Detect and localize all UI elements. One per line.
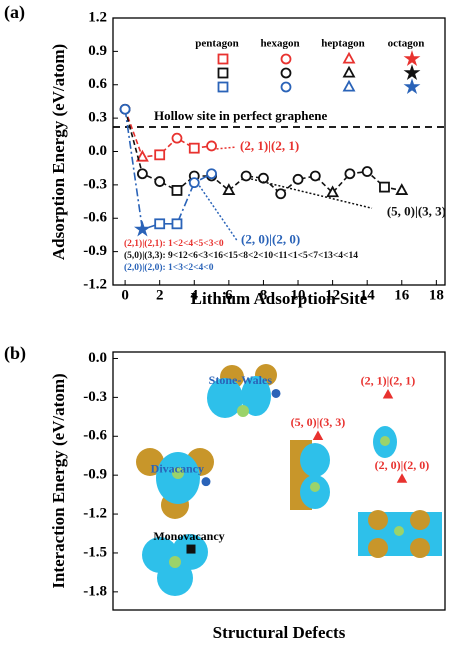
y-tick-label: -0.3	[83, 176, 107, 192]
legend-marker	[344, 82, 354, 91]
label-leader	[251, 179, 372, 208]
y-tick-label: -1.2	[83, 276, 107, 292]
site-order: (2,0)|(2,0): 1<3<2<4<0	[124, 262, 214, 273]
data-point	[121, 105, 130, 114]
x-tick-label: 6	[225, 287, 233, 303]
legend-marker	[282, 83, 291, 92]
data-point	[190, 178, 199, 187]
point-label: (2, 1)|(2, 1)	[361, 374, 416, 388]
y-tick-label: 1.2	[88, 9, 107, 25]
legend-marker	[344, 68, 354, 77]
data-point	[207, 169, 216, 178]
data-point	[172, 134, 181, 143]
x-tick-label: 12	[325, 287, 340, 303]
data-point	[345, 169, 354, 178]
data-point	[187, 545, 195, 553]
data-point	[138, 169, 147, 178]
point-label: Stone-Wales	[209, 373, 273, 387]
y-tick-label: -1.2	[83, 505, 107, 521]
data-point	[155, 150, 164, 159]
y-tick-label: 0.0	[88, 143, 107, 159]
y-axis-label: Interaction Energy (eV/atom)	[49, 373, 68, 588]
x-tick-label: 0	[121, 287, 129, 303]
y-tick-label: -0.3	[83, 389, 107, 405]
y-tick-label: -1.8	[83, 583, 107, 599]
zigzag-structure	[290, 440, 330, 510]
legend-marker	[282, 69, 291, 78]
data-point	[363, 167, 372, 176]
series-label: (2, 1)|(2, 1)	[240, 138, 299, 153]
y-tick-label: -0.9	[83, 243, 107, 259]
y-tick-label: 0.3	[88, 110, 107, 126]
x-tick-label: 2	[156, 287, 164, 303]
figure: (a) (b) Lithium Adsorption Site Adsorpti…	[0, 0, 454, 648]
point-label: Divacancy	[151, 461, 204, 475]
x-tick-label: 8	[260, 287, 268, 303]
reference-label: Hollow site in perfect graphene	[154, 108, 328, 123]
x-tick-label: 14	[360, 287, 376, 303]
y-tick-label: -0.6	[83, 210, 107, 226]
x-tick-label: 18	[429, 287, 444, 303]
legend-label: pentagon	[195, 38, 238, 50]
y-tick-label: 0.9	[88, 43, 107, 59]
data-point	[190, 144, 199, 153]
label-leader	[217, 147, 236, 149]
data-point	[172, 219, 181, 228]
stone-wales-structure	[207, 364, 277, 418]
x-tick-label: 4	[191, 287, 199, 303]
x-tick-label: 16	[394, 287, 410, 303]
site-order: (5,0)|(3,3): 9<12<6<3<16<15<8<2<10<11<1<…	[124, 250, 358, 261]
armchair-structure	[358, 510, 442, 558]
point-label: Monovacancy	[153, 529, 224, 543]
data-point	[155, 219, 164, 228]
legend-marker	[219, 69, 228, 78]
point-label: (5, 0)|(3, 3)	[291, 415, 346, 429]
series-label: (2, 0)|(2, 0)	[241, 231, 300, 246]
monovacancy-structure	[142, 534, 208, 596]
legend-marker	[344, 54, 354, 63]
legend-label: octagon	[388, 38, 425, 50]
data-point	[397, 185, 407, 194]
legend-marker	[406, 67, 417, 78]
data-point	[242, 171, 251, 180]
data-point	[207, 141, 216, 150]
y-tick-label: -0.6	[83, 428, 107, 444]
legend-marker	[282, 55, 291, 64]
series-label: (5, 0)|(3, 3)	[387, 204, 446, 219]
panel-label: (a)	[4, 2, 25, 23]
legend-marker	[219, 83, 228, 92]
x-axis-label: Lithium Adsorption Site	[191, 289, 368, 308]
site-order: (2,1)|(2,1): 1<2<4<5<3<0	[124, 238, 224, 249]
point-label: (2, 0)|(2, 0)	[375, 458, 430, 472]
legend-label: hexagon	[260, 38, 299, 50]
data-point	[314, 431, 323, 439]
data-point	[311, 171, 320, 180]
data-point	[398, 474, 407, 482]
structure-illustrations	[136, 364, 442, 596]
x-axis-label: Structural Defects	[213, 623, 346, 642]
data-point	[137, 224, 148, 235]
y-axis-label: Adsorption Energy (eV/atom)	[49, 44, 68, 260]
data-point	[202, 478, 210, 486]
data-point	[384, 390, 393, 398]
data-point	[380, 183, 389, 192]
data-point	[276, 189, 285, 198]
legend-marker	[219, 55, 228, 64]
data-point	[294, 175, 303, 184]
y-tick-label: 0.6	[88, 76, 107, 92]
legend-marker	[406, 81, 417, 92]
data-point	[272, 389, 280, 397]
data-point	[224, 185, 234, 194]
legend-label: heptagon	[321, 38, 364, 50]
data-point	[172, 186, 181, 195]
panel-label: (b)	[4, 343, 26, 364]
y-tick-label: -1.5	[83, 544, 107, 560]
y-tick-label: -0.9	[83, 467, 107, 483]
chiral-structure	[373, 426, 397, 458]
legend-marker	[406, 53, 417, 64]
data-point	[155, 177, 164, 186]
x-tick-label: 10	[291, 287, 306, 303]
y-tick-label: 0.0	[88, 350, 107, 366]
